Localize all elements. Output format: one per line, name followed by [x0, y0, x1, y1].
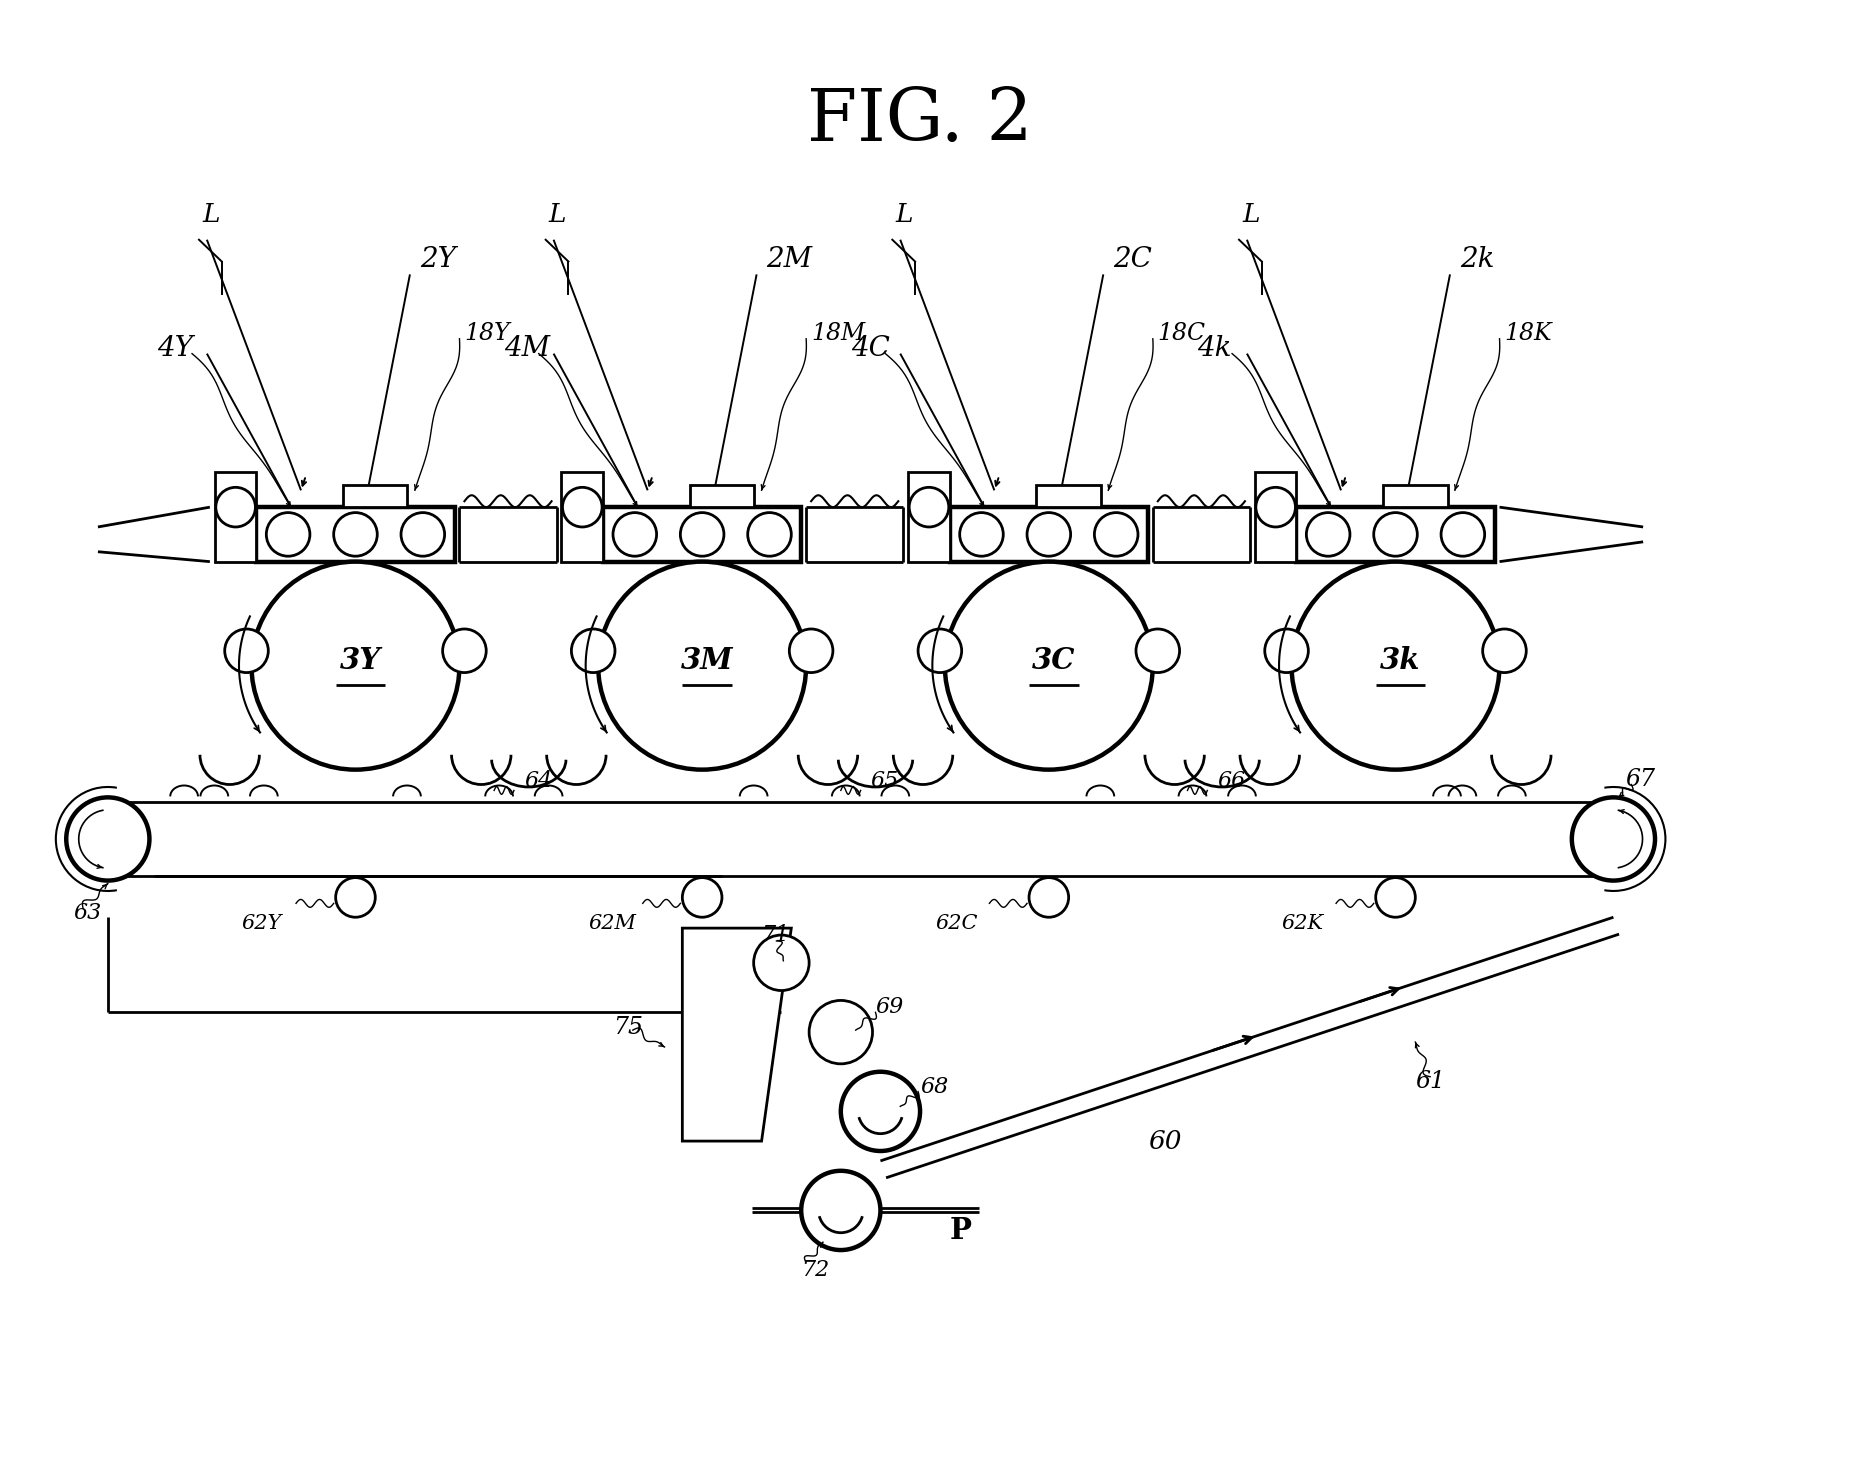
- Bar: [256, 507, 454, 561]
- Text: L: L: [1242, 202, 1260, 227]
- Circle shape: [1136, 628, 1180, 672]
- Circle shape: [1482, 628, 1527, 672]
- Text: L: L: [548, 202, 567, 227]
- Text: 69: 69: [875, 996, 904, 1018]
- Circle shape: [800, 1171, 880, 1250]
- Text: 3k: 3k: [1380, 646, 1421, 675]
- Circle shape: [789, 628, 832, 672]
- Circle shape: [67, 797, 150, 880]
- Circle shape: [754, 935, 810, 990]
- Text: 75: 75: [613, 1015, 643, 1039]
- Bar: [602, 507, 800, 561]
- Circle shape: [400, 513, 445, 557]
- Circle shape: [1571, 797, 1655, 880]
- Bar: [343, 485, 408, 507]
- Circle shape: [443, 628, 485, 672]
- Circle shape: [334, 513, 378, 557]
- Circle shape: [1292, 561, 1499, 769]
- Circle shape: [224, 628, 269, 672]
- Text: 4k: 4k: [1197, 335, 1232, 362]
- Circle shape: [841, 1072, 921, 1151]
- Text: 72: 72: [800, 1258, 830, 1280]
- Circle shape: [1027, 513, 1071, 557]
- Text: L: L: [202, 202, 219, 227]
- Bar: [1254, 473, 1297, 561]
- Text: 18Y: 18Y: [465, 322, 510, 346]
- Text: 63: 63: [72, 902, 102, 924]
- Text: FIG. 2: FIG. 2: [808, 85, 1032, 157]
- Bar: [951, 507, 1147, 561]
- Circle shape: [613, 513, 656, 557]
- Circle shape: [960, 513, 1002, 557]
- Circle shape: [252, 561, 460, 769]
- Text: 18K: 18K: [1505, 322, 1553, 346]
- Circle shape: [1373, 513, 1418, 557]
- Text: 2Y: 2Y: [421, 246, 456, 272]
- Circle shape: [810, 1001, 873, 1064]
- Text: 71: 71: [762, 924, 789, 946]
- Circle shape: [1256, 488, 1295, 527]
- Circle shape: [1095, 513, 1138, 557]
- Circle shape: [682, 878, 723, 917]
- Text: P: P: [951, 1216, 971, 1245]
- Circle shape: [267, 513, 309, 557]
- Bar: [215, 473, 256, 561]
- Text: 68: 68: [921, 1075, 949, 1097]
- Text: 3C: 3C: [1032, 646, 1075, 675]
- Circle shape: [599, 561, 806, 769]
- Circle shape: [563, 488, 602, 527]
- Text: 62C: 62C: [936, 914, 977, 933]
- Text: 3Y: 3Y: [339, 646, 382, 675]
- Text: 2C: 2C: [1114, 246, 1153, 272]
- Text: 65: 65: [871, 769, 899, 791]
- Bar: [908, 473, 951, 561]
- Text: 60: 60: [1147, 1128, 1182, 1153]
- Bar: [561, 473, 602, 561]
- Circle shape: [1028, 878, 1069, 917]
- Circle shape: [680, 513, 725, 557]
- Circle shape: [749, 513, 791, 557]
- Text: 61: 61: [1416, 1069, 1445, 1093]
- Text: 2k: 2k: [1460, 246, 1494, 272]
- Circle shape: [917, 628, 962, 672]
- Text: 4C: 4C: [851, 335, 889, 362]
- Circle shape: [1266, 628, 1308, 672]
- Text: 4M: 4M: [504, 335, 550, 362]
- Bar: [1297, 507, 1495, 561]
- Circle shape: [1442, 513, 1484, 557]
- Circle shape: [571, 628, 615, 672]
- Bar: [689, 485, 754, 507]
- Text: L: L: [895, 202, 914, 227]
- Text: 4Y: 4Y: [158, 335, 193, 362]
- Text: 3M: 3M: [680, 646, 734, 675]
- Text: 18M: 18M: [812, 322, 865, 346]
- Circle shape: [945, 561, 1153, 769]
- Circle shape: [1375, 878, 1416, 917]
- Circle shape: [910, 488, 949, 527]
- Polygon shape: [682, 929, 791, 1141]
- Circle shape: [1306, 513, 1351, 557]
- Circle shape: [335, 878, 376, 917]
- Text: 66: 66: [1217, 769, 1245, 791]
- Text: 64: 64: [524, 769, 552, 791]
- Text: 18C: 18C: [1158, 322, 1206, 346]
- Bar: [1036, 485, 1101, 507]
- Text: 62M: 62M: [587, 914, 636, 933]
- Text: 62Y: 62Y: [241, 914, 282, 933]
- Text: 67: 67: [1625, 768, 1655, 791]
- Bar: [1382, 485, 1447, 507]
- Circle shape: [215, 488, 256, 527]
- Text: 2M: 2M: [767, 246, 812, 272]
- Text: 62K: 62K: [1282, 914, 1323, 933]
